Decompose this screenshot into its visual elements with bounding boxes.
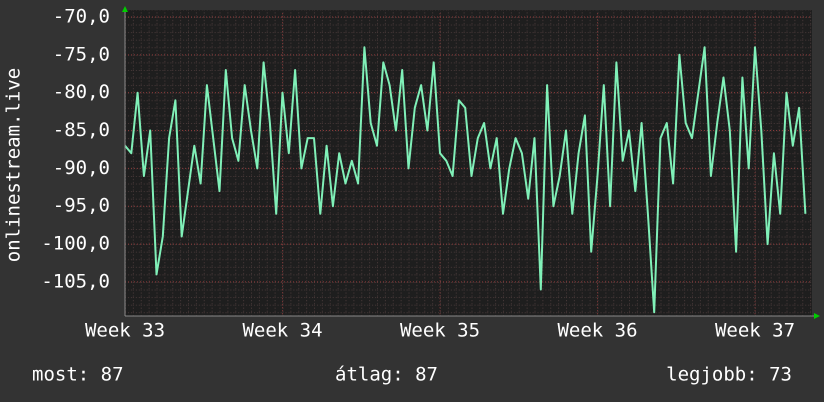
x-tick-label: Week 33: [85, 320, 165, 342]
y-axis-arrow: [122, 6, 128, 12]
y-tick-label: -95,0: [53, 195, 110, 217]
y-tick-label: -75,0: [53, 43, 110, 65]
stat-average: átlag: 87: [335, 364, 438, 386]
x-tick-label: Week 37: [715, 320, 795, 342]
x-axis-arrow: [814, 313, 820, 319]
plot-area: [125, 10, 812, 316]
line: [124, 46, 807, 314]
y-tick-label: -85,0: [53, 119, 110, 141]
y-tick-label: -90,0: [53, 157, 110, 179]
y-axis-label: onlinestream.live: [3, 68, 25, 262]
x-tick-label: Week 36: [557, 320, 637, 342]
stat-current: most: 87: [32, 364, 124, 386]
y-tick-label: -105,0: [41, 270, 110, 292]
x-tick-label: Week 34: [242, 320, 322, 342]
x-tick-label: Week 35: [400, 320, 480, 342]
y-tick-label: -100,0: [41, 233, 110, 255]
y-tick-label: -80,0: [53, 81, 110, 103]
series: [124, 46, 807, 314]
stat-best: legjobb: 73: [666, 364, 792, 386]
y-tick-label: -70,0: [53, 5, 110, 27]
